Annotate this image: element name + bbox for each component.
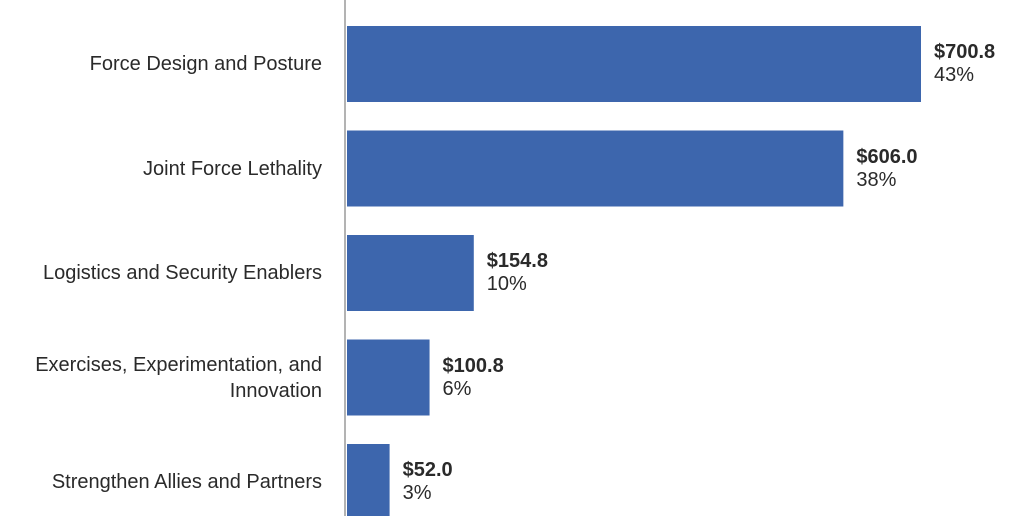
value-percent-3: 10% [486,273,527,295]
value-label-1: $700.8 43% [934,41,995,87]
bar-2 [347,130,844,207]
value-amount-1: $700.8 [934,41,996,63]
bar-3 [347,235,474,311]
bars-group [347,26,921,516]
value-label-3: $154.8 10% [487,250,548,296]
value-label-4: $100.8 6% [443,355,504,401]
value-amount-5: $52.0 [402,459,453,481]
value-percent-1: 43% [934,64,975,86]
bar-5 [347,444,390,516]
category-label-5: Strengthen Allies and Partners [51,471,322,493]
category-label-4: Exercises, Experimentation, and Innovati… [35,353,322,402]
value-percent-5: 3% [402,482,432,504]
value-amount-3: $154.8 [486,250,548,272]
value-percent-2: 38% [856,168,897,191]
bar-4 [347,339,430,416]
value-label-2: $606.0 38% [856,146,917,192]
value-amount-4: $100.8 [442,354,504,377]
value-percent-4: 6% [442,377,472,400]
bar-1 [347,26,921,102]
category-label-1: Force Design and Posture [89,53,322,75]
category-label-3: Logistics and Security Enablers [42,262,322,284]
category-label-2: Joint Force Lethality [143,157,322,180]
value-amount-2: $606.0 [856,145,918,168]
value-label-5: $52.0 3% [403,459,453,505]
